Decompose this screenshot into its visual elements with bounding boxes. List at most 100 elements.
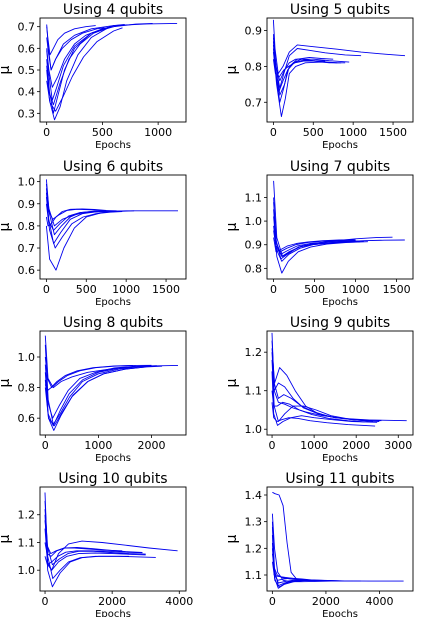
- x-tick-label: 0: [270, 126, 277, 139]
- y-tick-label: 1.0: [245, 215, 263, 228]
- x-tick-label: 1500: [379, 126, 407, 139]
- series-line-1: [45, 179, 178, 227]
- series-line-2: [44, 514, 156, 588]
- x-tick-label: 2000: [312, 595, 340, 608]
- series-line-2: [271, 513, 353, 583]
- series-line-5: [44, 500, 129, 579]
- y-tick-label: 1.1: [18, 536, 36, 549]
- y-axis-label: μ: [224, 222, 240, 231]
- y-tick-label: 1.4: [245, 489, 263, 502]
- series-line-4: [272, 48, 346, 118]
- series-line-1: [273, 180, 405, 257]
- x-axis-label: Epochs: [322, 140, 358, 151]
- axes-frame: [39, 330, 187, 436]
- axes-frame: [266, 330, 414, 436]
- x-tick-label: 500: [76, 283, 97, 296]
- x-tick-label: 500: [92, 126, 113, 139]
- series-line-8: [44, 344, 157, 425]
- chart-title: Using 4 qubits: [63, 2, 163, 18]
- series-line-5: [45, 188, 117, 220]
- series-line-8: [46, 29, 103, 106]
- series-line-1: [44, 492, 178, 571]
- series-line-1: [44, 335, 179, 389]
- x-axis-label: Epochs: [322, 453, 358, 464]
- y-tick-label: 0.6: [18, 264, 36, 277]
- x-tick-label: 1000: [144, 126, 172, 139]
- y-tick-label: 0.8: [18, 220, 36, 233]
- series-line-3: [46, 24, 125, 114]
- x-axis-label: Epochs: [322, 609, 358, 617]
- y-axis-label: μ: [224, 378, 240, 387]
- chart-panel-2: Using 5 qubits 0 500 1000 1500 0.7 0.8 0.9 Epoch…: [224, 2, 414, 151]
- series-line-1: [46, 22, 178, 71]
- x-tick-label: 0: [42, 439, 49, 452]
- series-line-3: [271, 359, 374, 422]
- y-axis-label: μ: [0, 378, 13, 387]
- chart-panel-4: Using 7 qubits 0 500 1000 1500 0.8 0.9 1.0 1.1 Ep…: [224, 159, 414, 308]
- axes-frame: [39, 486, 187, 592]
- y-tick-label: 1.2: [245, 542, 263, 555]
- chart-title: Using 7 qubits: [290, 159, 390, 175]
- y-tick-label: 0.6: [18, 42, 36, 55]
- series-line-4: [44, 366, 147, 427]
- chart-panel-8: Using 11 qubits 0 2000 4000 1.1 1.2 1.3 1.4 Epoc…: [224, 471, 414, 617]
- y-axis-label: μ: [0, 65, 13, 74]
- series-line-8: [271, 561, 326, 582]
- x-tick-label: 1000: [339, 126, 367, 139]
- y-tick-label: 1.2: [245, 346, 263, 359]
- y-tick-label: 0.9: [245, 25, 263, 38]
- x-tick-label: 4000: [165, 595, 193, 608]
- series-line-7: [44, 364, 133, 392]
- series-line-7: [273, 202, 360, 257]
- series-line-4: [271, 534, 332, 582]
- y-axis-label: μ: [224, 65, 240, 74]
- y-tick-label: 0.7: [245, 96, 263, 109]
- y-tick-label: 1.0: [18, 564, 36, 577]
- series-line-2: [273, 197, 393, 260]
- y-tick-label: 1.0: [245, 423, 263, 436]
- axes-frame: [266, 174, 414, 280]
- x-tick-label: 0: [43, 283, 50, 296]
- chart-panel-5: Using 8 qubits 0 1000 2000 0.6 0.8 1.0 Epochs μ: [0, 315, 187, 464]
- y-axis-label: μ: [0, 222, 13, 231]
- y-tick-label: 0.7: [18, 21, 36, 34]
- x-tick-label: 1500: [383, 283, 411, 296]
- chart-title: Using 11 qubits: [285, 471, 394, 487]
- x-tick-label: 1000: [342, 283, 370, 296]
- y-tick-label: 0.9: [18, 198, 36, 211]
- series-line-4: [45, 203, 123, 249]
- series-line-7: [272, 37, 334, 96]
- x-tick-label: 4000: [366, 595, 394, 608]
- chart-title: Using 5 qubits: [290, 2, 390, 18]
- x-axis-label: Epochs: [95, 140, 131, 151]
- y-axis-label: μ: [0, 534, 13, 543]
- x-axis-label: Epochs: [95, 453, 131, 464]
- y-tick-label: 1.1: [245, 385, 263, 398]
- chart-panel-1: Using 4 qubits 0 500 1000 0.3 0.4 0.5 0.6 0.7 Epo…: [0, 2, 187, 151]
- series-line-8: [272, 52, 326, 92]
- x-tick-label: 1000: [84, 439, 112, 452]
- x-tick-label: 0: [43, 126, 50, 139]
- y-tick-label: 0.4: [18, 86, 36, 99]
- series-line-7: [45, 208, 107, 227]
- y-tick-label: 1.1: [245, 191, 263, 204]
- series-line-2: [44, 365, 163, 431]
- axes-frame: [266, 17, 414, 123]
- series-line-7: [46, 27, 123, 112]
- x-tick-label: 2000: [137, 439, 165, 452]
- y-tick-label: 0.7: [18, 242, 36, 255]
- x-tick-label: 1500: [152, 283, 180, 296]
- series-line-8: [273, 237, 356, 253]
- axes-frame: [39, 174, 187, 280]
- chart-title: Using 8 qubits: [63, 315, 163, 331]
- axes-frame: [266, 486, 414, 592]
- y-tick-label: 0.5: [18, 64, 36, 77]
- chart-title: Using 9 qubits: [290, 315, 390, 331]
- series-line-5: [271, 340, 369, 422]
- y-tick-label: 1.2: [18, 509, 36, 522]
- y-tick-label: 0.8: [18, 382, 36, 395]
- chart-panel-3: Using 6 qubits 0 500 1000 1500 0.6 0.7 0.8 0.9 1.…: [0, 159, 187, 308]
- x-tick-label: 2000: [342, 439, 370, 452]
- series-line-2: [46, 22, 153, 101]
- series-line-6: [46, 27, 105, 71]
